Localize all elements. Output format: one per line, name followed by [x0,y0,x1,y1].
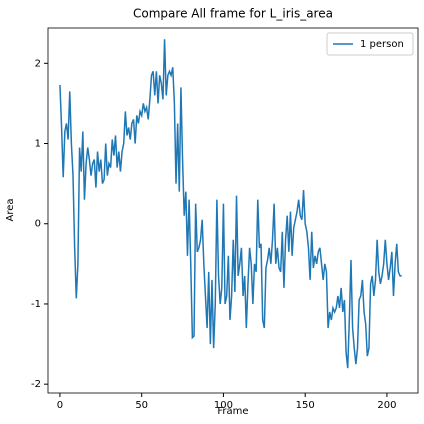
y-tick-label: -2 [31,379,41,390]
plot-frame [47,27,419,394]
legend-box [326,32,414,56]
x-tick-label: 150 [296,400,315,411]
x-tick-label: 100 [214,400,233,411]
y-axis-label: Area [5,198,16,221]
x-tick-label: 50 [135,400,148,411]
chart-title: Compare All frame for L_iris_area [133,7,333,21]
y-tick-label: 0 [35,219,41,230]
x-tick-label: 200 [377,400,396,411]
y-tick-label: 1 [35,139,41,150]
x-tick-label: 0 [57,400,63,411]
y-tick-label: 2 [35,58,41,69]
legend-label: 1 person [360,39,404,50]
x-axis-label: Frame [217,406,248,417]
data-line [59,39,402,369]
y-tick-label: -1 [31,299,41,310]
